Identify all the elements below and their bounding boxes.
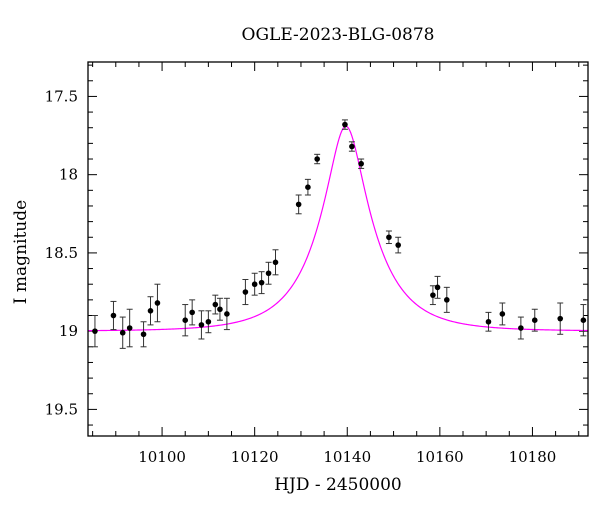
data-point	[223, 297, 230, 331]
data-marker	[217, 306, 223, 313]
data-marker	[485, 318, 492, 325]
data-marker	[272, 259, 279, 266]
data-marker	[154, 300, 161, 306]
data-marker	[314, 156, 320, 162]
data-point	[314, 153, 321, 165]
data-point	[557, 302, 564, 335]
data-marker	[140, 331, 147, 338]
data-point	[251, 272, 258, 296]
data-marker	[518, 325, 524, 331]
y-tick-label: 17.5	[45, 87, 78, 105]
data-marker	[443, 297, 450, 303]
chart-title: OGLE-2023-BLG-0878	[242, 25, 435, 45]
x-tick-label: 10160	[416, 448, 464, 466]
data-point	[242, 279, 249, 306]
axis-ticks	[88, 62, 588, 436]
data-point	[212, 294, 219, 315]
data-point	[272, 249, 279, 276]
data-marker	[295, 201, 302, 208]
data-marker	[499, 311, 506, 317]
data-marker	[531, 317, 538, 324]
plot-frame	[87, 61, 589, 437]
data-marker	[147, 308, 154, 314]
x-tick-label: 10140	[323, 448, 371, 466]
data-point	[258, 271, 265, 295]
data-point	[385, 230, 392, 245]
x-tick-label: 10120	[231, 448, 279, 466]
data-marker	[358, 160, 364, 167]
data-point	[485, 311, 492, 332]
data-marker	[557, 315, 564, 322]
data-marker	[242, 289, 249, 295]
data-point	[189, 299, 196, 326]
y-tick-label: 18.5	[45, 244, 78, 262]
data-point	[304, 178, 311, 196]
y-tick-label: 19.5	[45, 400, 78, 418]
data-point	[205, 310, 212, 334]
data-point	[443, 286, 450, 313]
data-marker	[386, 234, 392, 241]
data-point	[434, 275, 441, 299]
data-marker	[182, 317, 189, 324]
data-marker	[258, 279, 265, 286]
data-point	[147, 296, 154, 326]
data-point	[182, 304, 189, 337]
data-point	[265, 261, 272, 285]
data-point	[119, 316, 126, 349]
data-marker	[198, 322, 205, 328]
data-marker	[205, 318, 212, 325]
data-point	[110, 300, 117, 331]
data-marker	[110, 312, 117, 319]
data-point	[395, 236, 402, 254]
data-marker	[395, 242, 401, 248]
model-curve-layer	[87, 125, 589, 332]
data-marker	[434, 284, 441, 291]
data-point	[580, 304, 587, 337]
data-marker	[580, 317, 587, 324]
x-axis-label: HJD - 2450000	[274, 475, 402, 495]
data-point	[341, 119, 348, 130]
data-point	[295, 194, 302, 215]
data-point	[91, 315, 98, 348]
model-curve	[87, 125, 589, 332]
data-marker	[430, 292, 436, 298]
data-marker	[342, 121, 348, 128]
y-axis-label: I magnitude	[11, 200, 31, 304]
data-marker	[212, 301, 219, 308]
data-marker	[305, 184, 311, 190]
y-tick-label: 18	[59, 166, 78, 184]
data-point	[140, 321, 147, 348]
data-marker	[92, 328, 98, 334]
data-point	[531, 308, 538, 332]
data-marker	[224, 311, 230, 317]
data-point	[126, 308, 133, 348]
data-point	[154, 283, 161, 323]
data-point	[348, 141, 355, 152]
tick-labels: 10100 10120 10140 10160 10180 17.5 18 18.5 19 19.…	[45, 87, 557, 466]
data-point	[198, 310, 205, 340]
x-tick-label: 10100	[138, 448, 186, 466]
data-marker	[251, 281, 258, 288]
data-points-layer	[91, 119, 587, 349]
data-point	[517, 316, 524, 340]
data-point	[429, 285, 436, 306]
data-marker	[189, 309, 195, 316]
data-marker	[265, 270, 272, 277]
data-point	[358, 158, 365, 169]
x-tick-label: 10180	[509, 448, 557, 466]
data-marker	[119, 329, 126, 336]
data-point	[499, 302, 506, 326]
data-point	[216, 297, 223, 321]
data-marker	[126, 325, 133, 331]
data-marker	[349, 143, 355, 150]
y-tick-label: 19	[59, 322, 78, 340]
